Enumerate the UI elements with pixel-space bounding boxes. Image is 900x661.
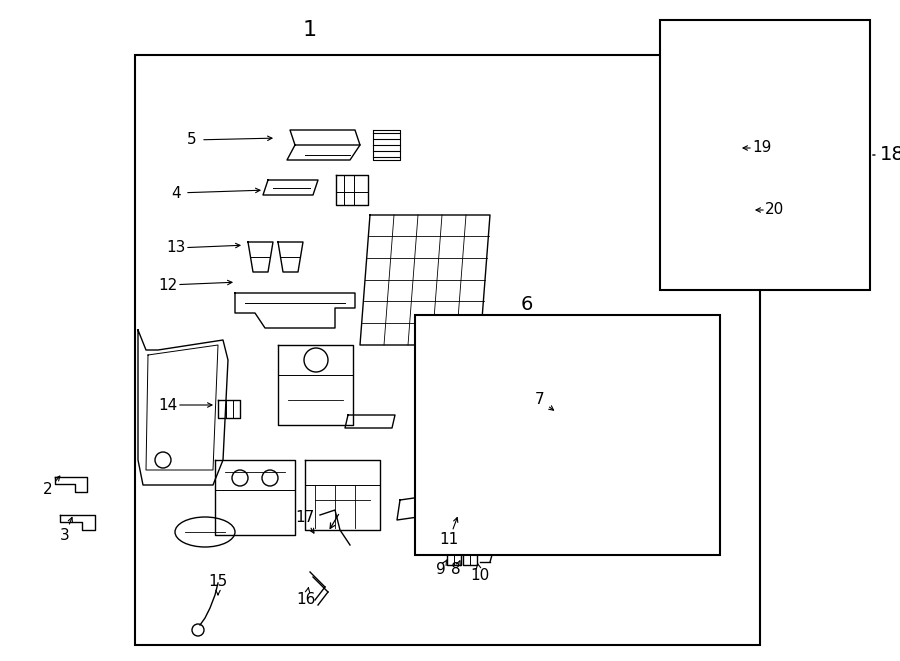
Text: 11: 11 [439,533,459,547]
Text: 5: 5 [187,132,197,147]
Text: 10: 10 [471,568,490,582]
Text: 18: 18 [880,145,900,165]
Text: 19: 19 [752,141,771,155]
Text: 12: 12 [158,278,177,293]
Text: 20: 20 [765,202,785,217]
Text: 16: 16 [296,592,316,607]
Text: 4: 4 [171,186,181,200]
Text: 2: 2 [43,483,53,498]
Text: 15: 15 [209,574,228,590]
Text: 17: 17 [295,510,315,525]
Text: 6: 6 [521,295,533,315]
Text: 8: 8 [451,563,461,578]
Text: 9: 9 [436,563,446,578]
Text: 3: 3 [60,527,70,543]
Bar [415,315,720,555]
Text: 13: 13 [166,241,185,256]
Text: 14: 14 [158,397,177,412]
Text: 7: 7 [536,393,544,407]
Bar [660,20,870,290]
Bar [135,55,760,645]
Text: 1: 1 [303,20,317,40]
